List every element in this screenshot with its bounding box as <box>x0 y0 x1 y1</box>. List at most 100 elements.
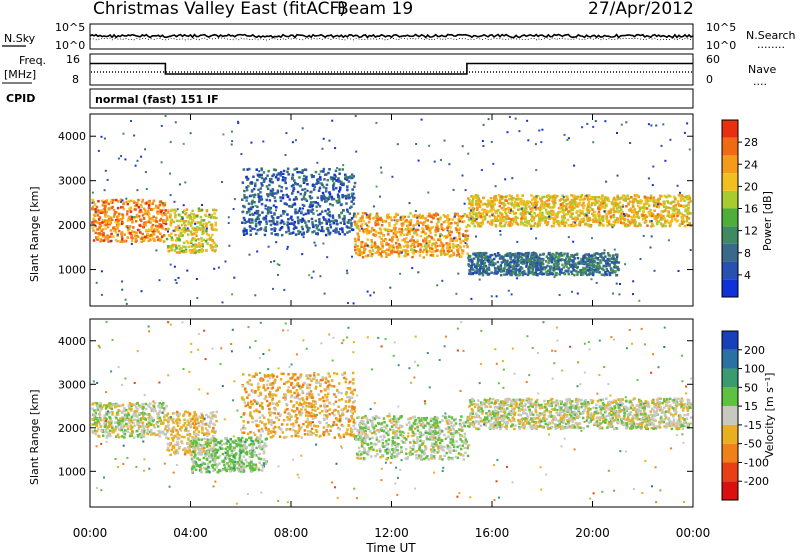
heatmap-cell <box>130 230 134 233</box>
heatmap-cell <box>576 292 579 295</box>
heatmap-cell <box>652 165 655 168</box>
heatmap-cell <box>518 130 521 133</box>
heatmap-cell <box>140 418 143 422</box>
heatmap-cell <box>445 236 448 239</box>
heatmap-cell <box>541 273 544 276</box>
heatmap-cell <box>308 226 311 230</box>
heatmap-cell <box>347 176 350 180</box>
heatmap-cell <box>449 237 452 240</box>
heatmap-cell <box>463 202 466 205</box>
heatmap-cell <box>381 246 385 249</box>
heatmap-cell <box>572 196 576 200</box>
heatmap-cell <box>416 222 420 225</box>
heatmap-cell <box>536 225 539 228</box>
heatmap-cell <box>628 200 632 203</box>
heatmap-cell <box>171 419 174 423</box>
heatmap-cell <box>211 233 214 237</box>
heatmap-cell <box>524 218 527 221</box>
heatmap-cell <box>250 201 254 204</box>
heatmap-cell <box>662 223 665 226</box>
heatmap-cell <box>688 221 691 225</box>
heatmap-cell <box>463 213 467 216</box>
heatmap-cell <box>618 201 622 204</box>
heatmap-cell <box>321 228 324 231</box>
heatmap-cell <box>474 253 478 257</box>
heatmap-cell <box>107 402 111 405</box>
heatmap-cell <box>627 202 630 205</box>
heatmap-cell <box>538 263 541 267</box>
heatmap-cell <box>276 263 279 266</box>
heatmap-cell <box>379 216 382 220</box>
heatmap-cell <box>294 208 297 211</box>
heatmap-cell <box>174 279 177 281</box>
heatmap-cell <box>115 403 119 406</box>
heatmap-cell <box>554 267 557 271</box>
heatmap-cell <box>535 203 538 207</box>
heatmap-cell <box>569 265 572 269</box>
heatmap-cell <box>107 202 111 206</box>
heatmap-cell <box>572 224 575 227</box>
heatmap-cell <box>196 221 200 224</box>
heatmap-cell <box>689 200 692 203</box>
heatmap-cell <box>183 231 187 234</box>
heatmap-cell <box>377 253 381 256</box>
heatmap-cell <box>548 256 551 260</box>
heatmap-cell <box>663 217 666 220</box>
heatmap-cell <box>580 262 584 265</box>
heatmap-cell <box>92 222 95 225</box>
colorbar-swatch <box>722 243 738 262</box>
heatmap-cell <box>436 217 440 221</box>
heatmap-cell <box>321 196 325 200</box>
heatmap-cell <box>97 236 100 240</box>
heatmap-cell <box>624 223 627 227</box>
heatmap-cell <box>478 211 481 214</box>
heatmap-cell <box>509 272 513 275</box>
heatmap-cell <box>336 167 339 169</box>
heatmap-cell <box>374 233 378 237</box>
heatmap-cell <box>522 213 526 217</box>
heatmap-cell <box>544 221 547 224</box>
heatmap-cell <box>671 215 674 218</box>
heatmap-cell <box>613 219 617 222</box>
heatmap-cell <box>133 216 136 218</box>
heatmap-cell <box>580 273 583 276</box>
heatmap-cell <box>257 193 260 196</box>
heatmap-cell <box>436 213 440 216</box>
heatmap-cell <box>119 426 123 430</box>
heatmap-cell <box>356 212 360 215</box>
heatmap-cell <box>464 189 467 192</box>
heatmap-cell <box>531 263 534 267</box>
heatmap-cell <box>288 222 291 225</box>
heatmap-cell <box>509 209 512 212</box>
heatmap-cell <box>482 145 485 147</box>
heatmap-cell <box>168 443 172 447</box>
heatmap-cell <box>174 226 178 229</box>
heatmap-cell <box>256 174 260 177</box>
heatmap-cell <box>560 254 563 257</box>
heatmap-cell <box>173 265 176 268</box>
heatmap-cell <box>436 227 439 231</box>
heatmap-cell <box>255 168 258 171</box>
heatmap-cell <box>506 215 510 218</box>
heatmap-cell <box>425 226 428 229</box>
heatmap-cell <box>478 225 482 228</box>
heatmap-cell <box>110 405 113 408</box>
heatmap-cell <box>317 213 320 217</box>
heatmap-cell <box>628 223 632 227</box>
heatmap-cell <box>425 248 428 251</box>
heatmap-cell <box>424 239 428 242</box>
heatmap-cell <box>505 199 508 202</box>
heatmap-cell <box>587 253 590 256</box>
heatmap-cell <box>472 209 475 213</box>
heatmap-cell <box>191 226 194 230</box>
heatmap-cell <box>533 263 537 267</box>
heatmap-cell <box>467 259 471 262</box>
heatmap-cell <box>262 171 266 174</box>
heatmap-cell <box>278 228 282 232</box>
heatmap-cell <box>459 246 462 249</box>
heatmap-cell <box>613 262 616 266</box>
heatmap-cell <box>121 231 124 234</box>
heatmap-cell <box>276 191 280 194</box>
heatmap-cell <box>109 434 112 438</box>
heatmap-cell <box>101 228 104 231</box>
